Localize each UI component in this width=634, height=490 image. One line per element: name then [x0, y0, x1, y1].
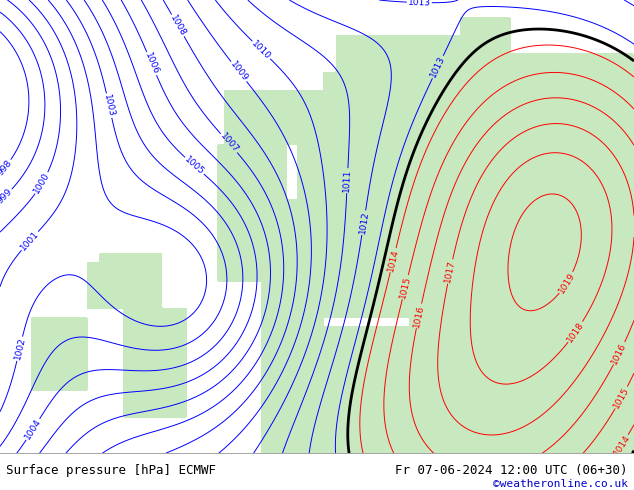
Text: 1001: 1001 — [19, 229, 41, 252]
Text: 1011: 1011 — [342, 169, 353, 192]
Text: 1009: 1009 — [228, 60, 249, 83]
Text: 1000: 1000 — [32, 171, 51, 196]
Text: 1004: 1004 — [23, 417, 43, 441]
Text: 1012: 1012 — [358, 211, 370, 235]
Text: 1014: 1014 — [386, 248, 400, 272]
Text: 1005: 1005 — [183, 155, 206, 177]
Text: ©weatheronline.co.uk: ©weatheronline.co.uk — [493, 479, 628, 489]
Text: 1015: 1015 — [398, 275, 413, 299]
Text: 1002: 1002 — [13, 337, 27, 361]
Text: 1016: 1016 — [610, 341, 628, 366]
Text: 1019: 1019 — [557, 271, 577, 295]
Text: 1010: 1010 — [250, 39, 273, 61]
Text: 998: 998 — [0, 158, 14, 177]
Text: 1015: 1015 — [612, 385, 631, 410]
Text: 1003: 1003 — [102, 94, 116, 118]
Text: 1006: 1006 — [143, 51, 160, 76]
Text: 999: 999 — [0, 187, 15, 205]
Text: 1014: 1014 — [612, 433, 631, 457]
Text: 1018: 1018 — [566, 320, 586, 344]
Text: 1017: 1017 — [443, 259, 457, 284]
Text: 1013: 1013 — [408, 0, 431, 7]
Text: 1007: 1007 — [218, 131, 240, 155]
Text: 1013: 1013 — [429, 55, 447, 79]
Text: 1008: 1008 — [168, 13, 188, 38]
Text: Fr 07-06-2024 12:00 UTC (06+30): Fr 07-06-2024 12:00 UTC (06+30) — [395, 464, 628, 477]
Text: 1016: 1016 — [412, 304, 425, 328]
Text: Surface pressure [hPa] ECMWF: Surface pressure [hPa] ECMWF — [6, 464, 216, 477]
